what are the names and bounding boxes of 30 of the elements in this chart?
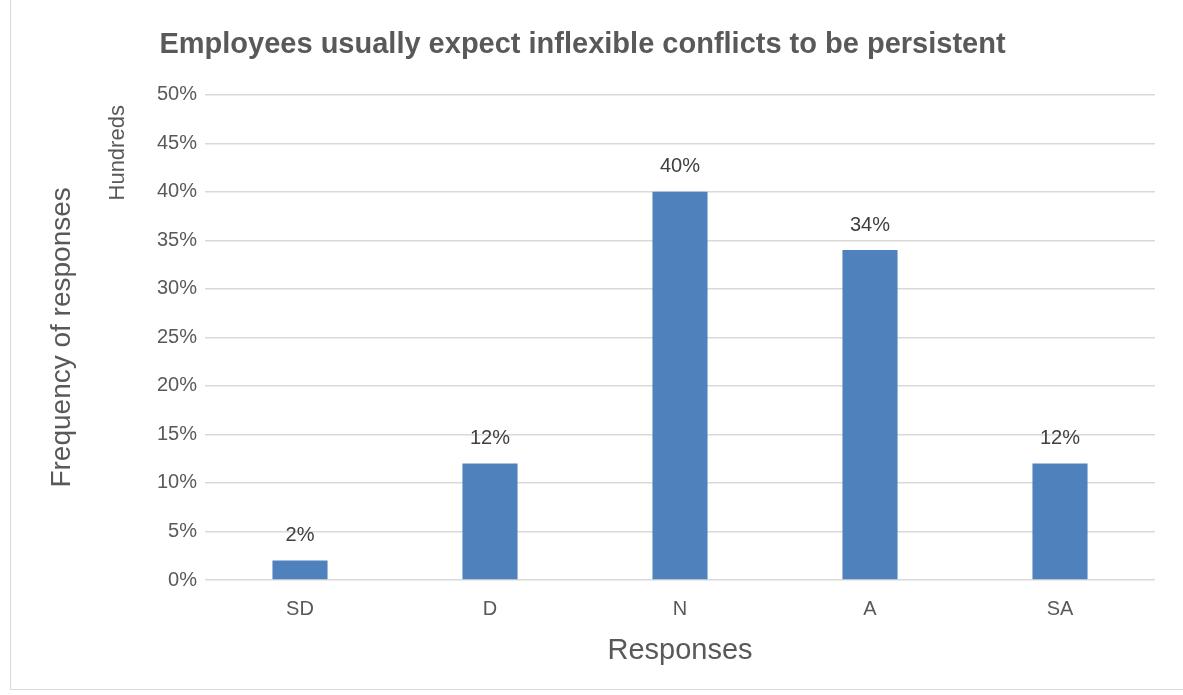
y-tick-label: 0% [168,567,198,590]
y-tick-label: 50% [156,82,198,105]
y-tick-label: 20% [156,373,198,396]
y-axis-title: Frequency of responses [44,187,76,488]
y-tick-label: 10% [156,470,198,493]
x-tick-label: SA [1046,596,1074,619]
bar [272,560,328,580]
x-tick-label: A [863,596,878,619]
bar [842,250,898,580]
y-tick-label: 40% [156,179,198,202]
y-tick-label: 15% [156,421,198,444]
y-tick-label: 45% [156,130,198,153]
data-label: 34% [849,212,891,235]
chart-title: Employees usually expect inflexible conflicts to be persistent [159,27,1006,60]
bar [1032,463,1088,580]
data-label: 12% [469,426,511,449]
data-label: 12% [1039,426,1081,449]
y-tick-label: 5% [168,519,198,541]
x-tick-label: N [672,596,688,619]
y-tick-label: 25% [156,324,198,347]
data-label: 2% [285,523,315,546]
y-tick-label: 30% [156,276,198,299]
x-tick-label: SD [286,596,314,619]
data-label: 40% [659,154,701,177]
bar [652,191,708,580]
text: Hundreds [104,105,130,201]
bar [462,463,518,580]
y-tick-label: 35% [156,227,198,250]
x-axis-title: Responses [607,632,753,665]
x-tick-label: D [482,596,498,619]
